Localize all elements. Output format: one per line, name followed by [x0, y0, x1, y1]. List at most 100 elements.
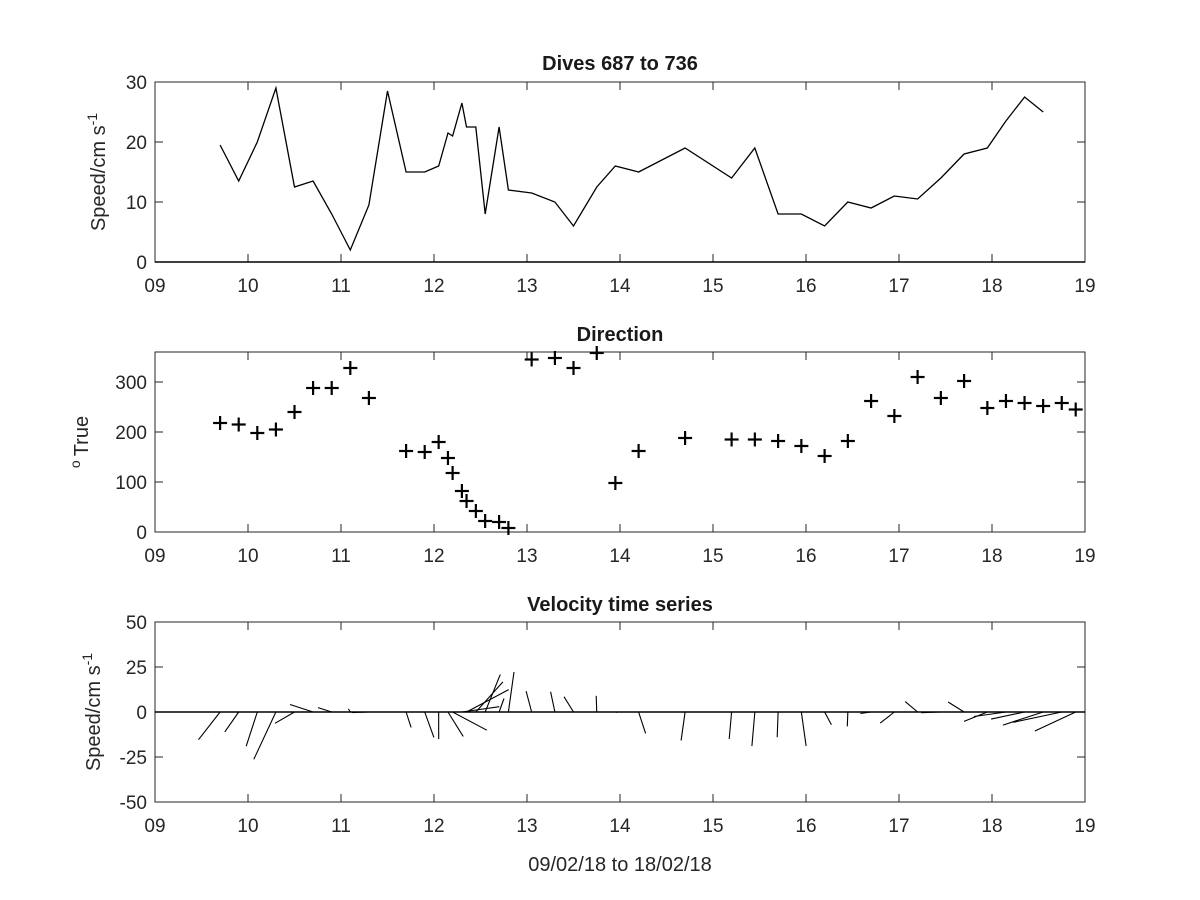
velocity-stick [860, 711, 872, 715]
direction-point [631, 444, 646, 458]
velocity-y-label-superscript: -1 [79, 653, 95, 666]
direction-x-tick-label: 15 [702, 546, 723, 567]
direction-y-tick-label: 200 [115, 423, 147, 444]
direction-point [1017, 396, 1032, 410]
velocity-stick [484, 674, 501, 713]
direction-point [864, 394, 879, 408]
direction-point [589, 346, 604, 360]
direction-y-tick-label: 0 [136, 523, 147, 544]
speed-y-label: Speed/cm s-1 [84, 113, 110, 231]
direction-point [771, 434, 786, 448]
velocity-stick [466, 689, 509, 713]
speed-y-tick-label: 10 [126, 193, 147, 214]
velocity-stick [824, 711, 832, 725]
speed-x-tick-label: 15 [702, 276, 723, 297]
direction-x-tick-label: 09 [144, 546, 165, 567]
x-axis-label: 09/02/18 to 18/02/18 [528, 854, 712, 876]
direction-y-tick-label: 300 [115, 373, 147, 394]
direction-point [231, 417, 246, 432]
velocity-stick [1002, 711, 1044, 726]
direction-point [608, 476, 623, 490]
direction-point [1068, 402, 1083, 417]
velocity-panel: Velocity time series 09 10 11 12 13 14 15 16 17 1… [79, 594, 1096, 837]
velocity-stick [447, 711, 464, 737]
direction-point [724, 432, 739, 447]
velocity-y-tick-label: -50 [120, 793, 147, 814]
direction-axis-ticks: 09 10 11 12 13 14 15 16 17 18 19 0 100 200 300 [115, 352, 1096, 567]
direction-point [747, 432, 762, 447]
velocity-stick [947, 701, 965, 713]
velocity-y-tick-label: 0 [136, 703, 147, 724]
velocity-stick [776, 711, 779, 738]
direction-x-tick-label: 18 [981, 546, 1002, 567]
speed-panel-title: Dives 687 to 736 [542, 53, 698, 75]
velocity-stick [751, 711, 756, 747]
velocity-x-tick-label: 11 [331, 816, 351, 837]
direction-point [794, 439, 809, 453]
velocity-stick [1034, 711, 1076, 732]
direction-panel-title: Direction [577, 324, 664, 346]
speed-x-tick-label: 18 [981, 276, 1002, 297]
direction-point [440, 451, 455, 465]
speed-y-label-superscript: -1 [84, 113, 100, 126]
velocity-x-tick-label: 19 [1074, 816, 1095, 837]
velocity-y-tick-label: 50 [126, 613, 147, 634]
direction-point [445, 466, 460, 480]
velocity-stick [879, 711, 895, 724]
velocity-stick [351, 711, 369, 714]
speed-line [219, 85, 1044, 252]
speed-x-tick-label: 09 [144, 276, 165, 297]
velocity-stick [595, 695, 598, 713]
velocity-x-tick-label: 14 [609, 816, 631, 837]
speed-y-tick-label: 0 [136, 253, 147, 274]
direction-point [1036, 399, 1051, 413]
velocity-x-tick-label: 09 [144, 816, 165, 837]
velocity-axis-ticks: 09 10 11 12 13 14 15 16 17 18 19 -50 -25 0 25 50 [120, 613, 1096, 837]
speed-x-tick-label: 13 [516, 276, 537, 297]
speed-x-tick-label: 17 [888, 276, 909, 297]
velocity-stick [973, 711, 1007, 718]
direction-x-tick-label: 16 [795, 546, 816, 567]
velocity-stick [563, 696, 574, 713]
direction-x-tick-label: 12 [423, 546, 444, 567]
speed-x-tick-label: 14 [609, 276, 631, 297]
speed-y-label-text: Speed/cm s [88, 125, 110, 231]
speed-y-tick-label: 30 [126, 73, 147, 94]
direction-point [468, 504, 483, 518]
velocity-panel-title: Velocity time series [527, 594, 713, 616]
direction-y-label: o True [67, 416, 93, 468]
speed-axes-box [154, 81, 1086, 263]
velocity-y-tick-label: 25 [126, 658, 147, 679]
velocity-y-tick-label: -25 [120, 748, 147, 769]
velocity-stick [904, 701, 918, 713]
direction-x-tick-label: 14 [609, 546, 631, 567]
velocity-stick [550, 691, 556, 713]
speed-x-tick-label: 12 [423, 276, 444, 297]
velocity-y-label: Speed/cm s-1 [79, 653, 105, 771]
velocity-sticks [155, 671, 1085, 760]
velocity-x-tick-label: 18 [981, 816, 1002, 837]
direction-point [213, 416, 228, 430]
velocity-x-tick-label: 13 [516, 816, 537, 837]
velocity-stick [990, 711, 1025, 720]
direction-point [957, 374, 972, 388]
speed-x-tick-label: 19 [1074, 276, 1095, 297]
direction-point [459, 494, 474, 508]
direction-point [1054, 396, 1069, 410]
velocity-stick [198, 711, 221, 741]
velocity-stick [1013, 711, 1062, 723]
velocity-y-label-text: Speed/cm s [83, 665, 105, 771]
direction-point [524, 352, 539, 367]
velocity-stick [274, 711, 295, 724]
velocity-x-tick-label: 15 [702, 816, 723, 837]
velocity-stick [405, 711, 412, 728]
speed-axis-ticks: 09 10 11 12 13 14 15 16 17 18 19 0 10 20 30 [126, 73, 1096, 297]
direction-point [287, 405, 302, 419]
direction-x-tick-label: 13 [516, 546, 537, 567]
direction-x-tick-label: 19 [1074, 546, 1095, 567]
direction-point [324, 381, 339, 395]
direction-point [361, 391, 376, 405]
speed-x-tick-label: 10 [237, 276, 258, 297]
direction-point [399, 444, 414, 458]
direction-point [417, 445, 432, 459]
